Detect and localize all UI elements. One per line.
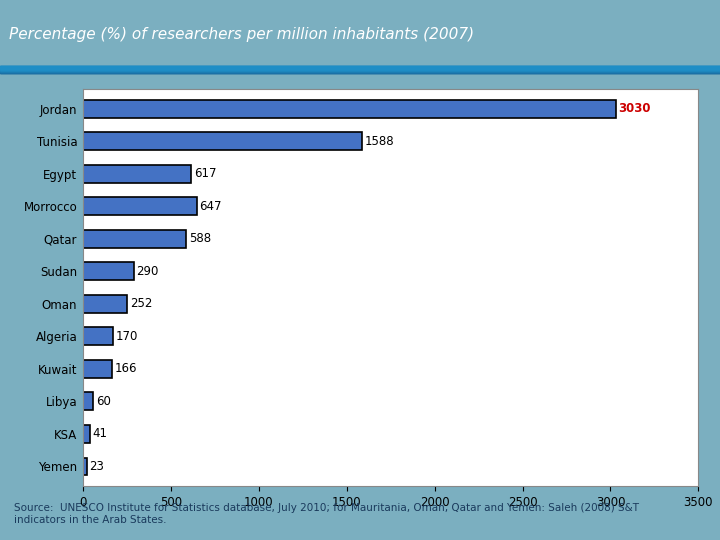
Bar bbox=[83, 100, 616, 118]
Bar bbox=[83, 197, 197, 215]
Bar bbox=[83, 457, 87, 475]
Bar bbox=[0, 69, 720, 72]
Bar bbox=[83, 295, 127, 313]
Bar bbox=[0, 68, 720, 71]
Bar bbox=[83, 262, 134, 280]
Text: Source:  UNESCO Institute for Statistics database, July 2010; for Mauritania, Om: Source: UNESCO Institute for Statistics … bbox=[14, 503, 639, 525]
Text: 252: 252 bbox=[130, 298, 152, 310]
Bar bbox=[0, 68, 720, 71]
Bar bbox=[0, 69, 720, 72]
Bar bbox=[0, 69, 720, 72]
Bar bbox=[0, 69, 720, 72]
Bar bbox=[0, 68, 720, 71]
Bar bbox=[83, 230, 186, 248]
Bar bbox=[0, 69, 720, 73]
Text: 41: 41 bbox=[93, 428, 108, 441]
Text: 617: 617 bbox=[194, 167, 217, 180]
Bar bbox=[0, 66, 720, 70]
Bar bbox=[0, 68, 720, 72]
Text: 60: 60 bbox=[96, 395, 111, 408]
Bar bbox=[83, 132, 362, 150]
Bar bbox=[0, 66, 720, 70]
Text: 3030: 3030 bbox=[618, 102, 651, 115]
Bar bbox=[0, 68, 720, 72]
Bar bbox=[83, 360, 112, 378]
Text: 588: 588 bbox=[189, 232, 211, 245]
Bar bbox=[83, 425, 90, 443]
Text: 290: 290 bbox=[137, 265, 159, 278]
Bar bbox=[0, 67, 720, 71]
Text: Percentage (%) of researchers per million inhabitants (2007): Percentage (%) of researchers per millio… bbox=[9, 28, 474, 43]
Bar bbox=[0, 68, 720, 71]
Text: 23: 23 bbox=[89, 460, 104, 473]
Bar bbox=[0, 66, 720, 70]
Text: 647: 647 bbox=[199, 200, 222, 213]
Text: 166: 166 bbox=[114, 362, 137, 375]
Text: 170: 170 bbox=[115, 330, 138, 343]
Bar bbox=[83, 165, 192, 183]
Bar bbox=[0, 69, 720, 73]
Bar bbox=[0, 66, 720, 70]
Bar bbox=[83, 327, 113, 345]
Text: 1588: 1588 bbox=[365, 134, 395, 147]
Bar bbox=[0, 67, 720, 70]
Bar bbox=[0, 66, 720, 70]
Bar bbox=[0, 67, 720, 71]
Bar bbox=[83, 393, 94, 410]
